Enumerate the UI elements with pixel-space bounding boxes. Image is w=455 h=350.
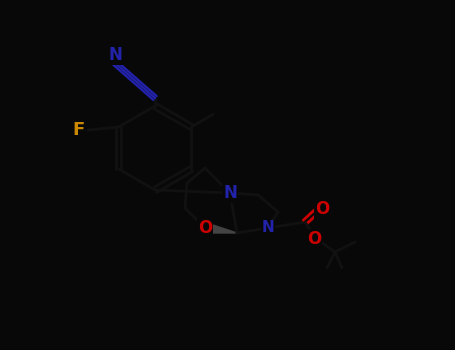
Text: O: O: [307, 230, 321, 248]
Text: F: F: [72, 121, 84, 139]
Text: O: O: [198, 219, 212, 237]
Polygon shape: [207, 223, 237, 233]
Text: N: N: [108, 46, 122, 64]
Text: N: N: [223, 184, 237, 202]
Text: O: O: [315, 200, 329, 218]
Text: N: N: [262, 220, 274, 236]
